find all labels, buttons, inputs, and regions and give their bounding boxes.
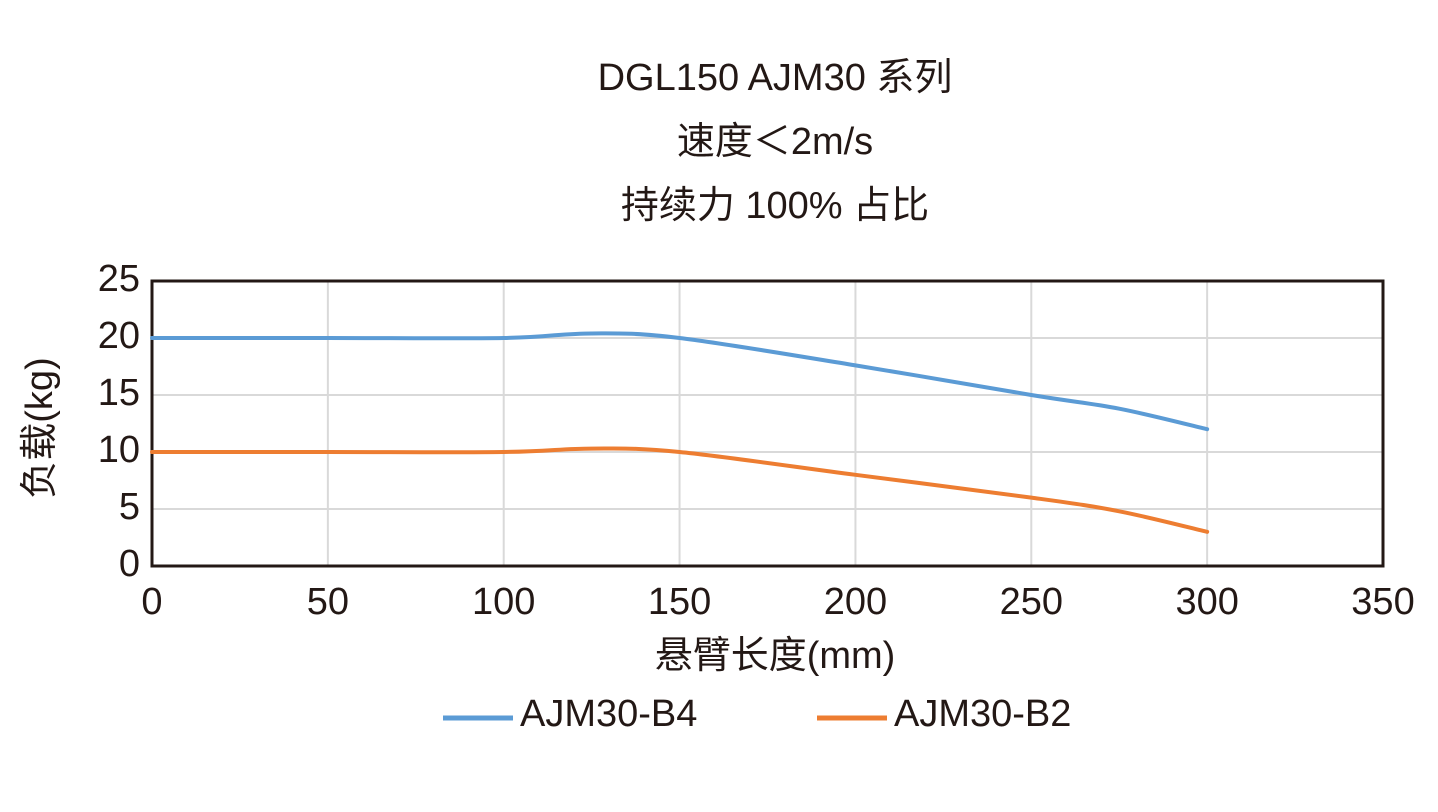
chart-title: DGL150 AJM30 系列 <box>598 57 953 99</box>
y-axis-label: 负载(kg) <box>19 357 61 498</box>
x-axis-label: 悬臂长度(mm) <box>655 635 896 677</box>
y-tick-label: 15 <box>98 372 140 414</box>
x-tick-label: 0 <box>141 581 162 623</box>
legend-label: AJM30-B4 <box>520 693 697 735</box>
x-tick-label: 150 <box>648 581 711 623</box>
x-tick-label: 200 <box>824 581 887 623</box>
plot-frame <box>150 279 1385 568</box>
x-tick-label: 50 <box>307 581 349 623</box>
data-line <box>150 331 1210 432</box>
y-tick-label: 0 <box>119 543 140 585</box>
chart-title: 持续力 100% 占比 <box>621 185 929 227</box>
data-line <box>150 446 1210 534</box>
x-tick-label: 350 <box>1351 581 1414 623</box>
legend-label: AJM30-B2 <box>894 693 1071 735</box>
chart-title: 速度＜2m/s <box>677 121 873 163</box>
x-tick-label: 300 <box>1175 581 1238 623</box>
y-tick-label: 5 <box>119 486 140 528</box>
y-tick-label: 10 <box>98 429 140 471</box>
y-tick-label: 25 <box>98 258 140 300</box>
y-tick-label: 20 <box>98 315 140 357</box>
x-tick-label: 250 <box>1000 581 1063 623</box>
x-tick-label: 100 <box>472 581 535 623</box>
